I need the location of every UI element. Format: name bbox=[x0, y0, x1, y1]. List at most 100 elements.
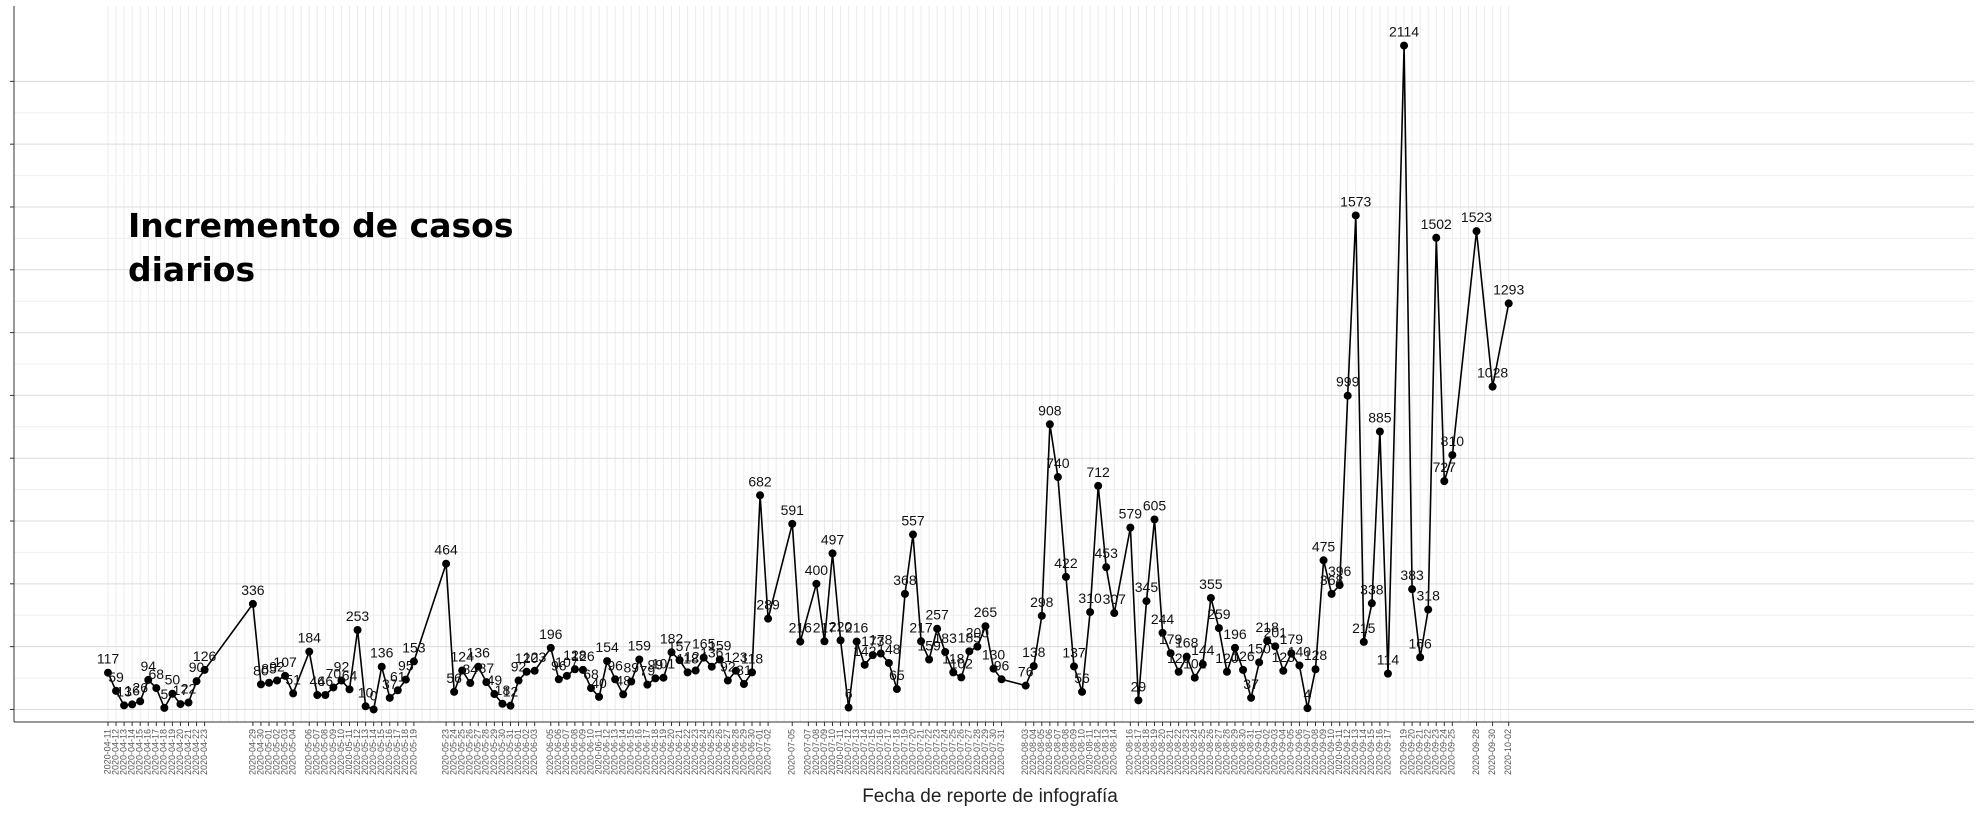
x-tick-label: 2020-06-01 bbox=[513, 729, 523, 775]
x-tick-label: 2020-07-10 bbox=[827, 729, 837, 775]
data-label: 128 bbox=[1304, 647, 1328, 663]
data-label: 95 bbox=[398, 658, 414, 674]
x-tick-label: 2020-08-05 bbox=[1036, 729, 1046, 775]
x-axis-title: Fecha de reporte de infografía bbox=[862, 786, 1118, 807]
data-point bbox=[313, 690, 322, 699]
x-tick-label: 2020-09-06 bbox=[1294, 729, 1304, 775]
data-point bbox=[128, 700, 137, 709]
data-point bbox=[949, 668, 958, 677]
data-point bbox=[756, 491, 765, 500]
data-point bbox=[699, 653, 708, 662]
data-label: 196 bbox=[1223, 626, 1247, 642]
data-label: 89 bbox=[623, 659, 639, 675]
x-tick-label: 2020-08-18 bbox=[1141, 729, 1151, 775]
x-tick-label: 2020-04-20 bbox=[175, 729, 185, 775]
x-tick-label: 2020-05-24 bbox=[449, 729, 459, 775]
data-point bbox=[691, 666, 700, 675]
x-tick-label: 2020-07-14 bbox=[859, 729, 869, 775]
x-tick-label: 2020-06-17 bbox=[642, 729, 652, 775]
data-point bbox=[490, 690, 499, 699]
data-point bbox=[281, 671, 290, 680]
data-point bbox=[1295, 661, 1304, 670]
x-tick-label: 2020-06-13 bbox=[610, 729, 620, 775]
data-point bbox=[764, 614, 773, 623]
data-label: 216 bbox=[845, 620, 869, 636]
data-point bbox=[900, 589, 909, 598]
x-tick-label: 2020-09-19 bbox=[1398, 729, 1408, 775]
x-tick-label: 2020-05-01 bbox=[263, 729, 273, 775]
data-label: 130 bbox=[982, 647, 1006, 663]
data-label: 87 bbox=[479, 660, 495, 676]
data-point bbox=[265, 678, 273, 687]
data-point bbox=[498, 699, 507, 708]
data-label: 338 bbox=[1360, 581, 1384, 597]
data-label: 59 bbox=[108, 669, 124, 685]
data-label: 126 bbox=[193, 648, 217, 664]
data-label: 307 bbox=[1103, 591, 1127, 607]
x-tick-label: 2020-08-30 bbox=[1237, 729, 1247, 775]
data-label: 182 bbox=[660, 630, 684, 646]
data-point bbox=[514, 676, 523, 685]
x-tick-label: 2020-08-17 bbox=[1133, 729, 1143, 775]
data-point bbox=[909, 530, 917, 539]
data-point bbox=[1110, 609, 1119, 618]
data-point bbox=[748, 668, 756, 677]
data-point bbox=[1037, 611, 1046, 620]
data-point bbox=[876, 649, 885, 658]
data-label: 140 bbox=[1288, 643, 1312, 659]
x-tick-label: 2020-08-06 bbox=[1044, 729, 1054, 775]
data-point bbox=[611, 675, 620, 684]
data-label: 591 bbox=[781, 502, 805, 518]
x-tick-label: 2020-04-16 bbox=[143, 729, 153, 775]
x-tick-label: 2020-05-25 bbox=[457, 729, 467, 775]
x-tick-label: 2020-05-18 bbox=[400, 729, 410, 775]
data-point bbox=[401, 675, 410, 684]
x-tick-label: 2020-06-26 bbox=[714, 729, 724, 775]
data-label: 48 bbox=[615, 672, 631, 688]
x-tick-label: 2020-09-03 bbox=[1270, 729, 1280, 775]
x-tick-label: 2020-09-13 bbox=[1350, 729, 1360, 775]
data-point bbox=[152, 684, 161, 693]
data-point bbox=[458, 666, 467, 675]
data-label: 6 bbox=[845, 686, 853, 702]
data-label: 79 bbox=[640, 663, 656, 679]
data-point bbox=[1142, 597, 1151, 606]
data-point bbox=[329, 683, 338, 692]
x-tick-label: 2020-06-24 bbox=[698, 729, 708, 775]
x-tick-label: 2020-05-06 bbox=[304, 729, 314, 775]
data-point bbox=[1335, 581, 1344, 590]
data-label: 118 bbox=[942, 650, 965, 666]
data-point bbox=[852, 637, 861, 646]
x-tick-label: 2020-08-11 bbox=[1084, 729, 1094, 774]
data-point bbox=[917, 637, 926, 646]
data-point bbox=[651, 674, 660, 683]
x-tick-label: 2020-06-23 bbox=[690, 729, 700, 775]
x-tick-label: 2020-07-05 bbox=[787, 729, 797, 775]
data-label: 201 bbox=[1264, 624, 1288, 640]
x-tick-label: 2020-09-04 bbox=[1278, 729, 1288, 775]
x-tick-label: 2020-08-31 bbox=[1245, 729, 1255, 775]
data-label: 4 bbox=[1304, 686, 1312, 702]
x-tick-label: 2020-07-31 bbox=[996, 729, 1006, 775]
x-tick-label: 2020-06-08 bbox=[569, 729, 579, 775]
x-tick-label: 2020-04-22 bbox=[191, 729, 201, 775]
data-label: 215 bbox=[1352, 620, 1376, 636]
data-point bbox=[1061, 572, 1070, 581]
x-tick-label: 2020-07-23 bbox=[932, 729, 942, 775]
data-label: 120 bbox=[515, 650, 539, 666]
data-label: 136 bbox=[467, 645, 491, 661]
data-label: 12 bbox=[503, 684, 519, 700]
data-point bbox=[385, 693, 394, 702]
x-tick-label: 2020-09-15 bbox=[1366, 729, 1376, 775]
data-point bbox=[1303, 704, 1312, 713]
x-tick-label: 2020-07-21 bbox=[915, 729, 925, 775]
data-point bbox=[1150, 515, 1159, 524]
x-tick-label: 2020-05-09 bbox=[328, 729, 338, 775]
x-tick-label: 2020-05-26 bbox=[465, 729, 475, 775]
data-point bbox=[1053, 473, 1062, 482]
data-label: 13 bbox=[116, 683, 132, 699]
x-tick-label: 2020-07-16 bbox=[875, 729, 885, 775]
x-tick-label: 2020-04-18 bbox=[159, 729, 169, 775]
x-tick-label: 2020-07-13 bbox=[851, 729, 861, 775]
